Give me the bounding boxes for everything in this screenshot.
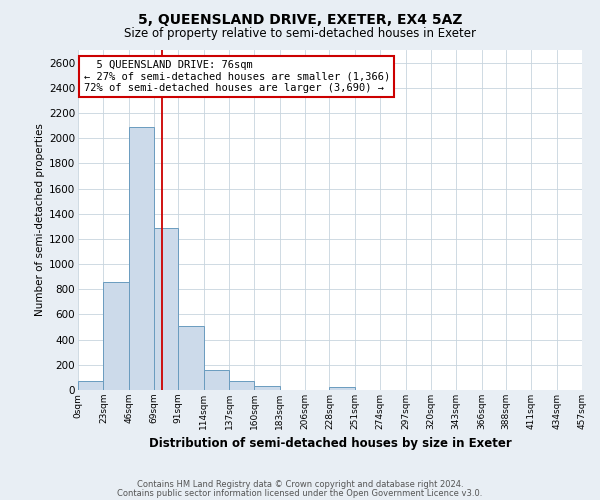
Text: Contains public sector information licensed under the Open Government Licence v3: Contains public sector information licen… [118, 489, 482, 498]
Text: 5, QUEENSLAND DRIVE, EXETER, EX4 5AZ: 5, QUEENSLAND DRIVE, EXETER, EX4 5AZ [138, 12, 462, 26]
Text: Contains HM Land Registry data © Crown copyright and database right 2024.: Contains HM Land Registry data © Crown c… [137, 480, 463, 489]
Y-axis label: Number of semi-detached properties: Number of semi-detached properties [35, 124, 45, 316]
Text: 5 QUEENSLAND DRIVE: 76sqm
← 27% of semi-detached houses are smaller (1,366)
72% : 5 QUEENSLAND DRIVE: 76sqm ← 27% of semi-… [83, 60, 390, 94]
Bar [78, 380, 103, 390]
Text: Size of property relative to semi-detached houses in Exeter: Size of property relative to semi-detach… [124, 28, 476, 40]
Bar [178, 326, 204, 390]
Bar [154, 228, 178, 390]
Bar [103, 282, 129, 390]
Bar [204, 370, 229, 390]
Bar [129, 127, 154, 390]
Bar [254, 386, 280, 390]
Bar [329, 387, 355, 390]
Bar [229, 380, 254, 390]
X-axis label: Distribution of semi-detached houses by size in Exeter: Distribution of semi-detached houses by … [149, 438, 511, 450]
